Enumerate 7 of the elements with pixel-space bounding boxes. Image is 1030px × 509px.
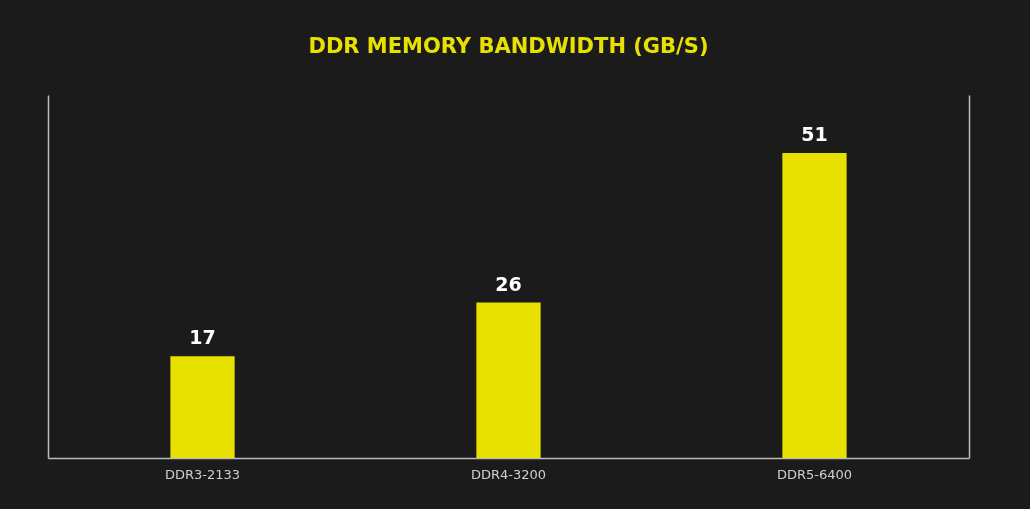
x-tick-label: DDR5-6400	[776, 466, 853, 482]
x-tick-label: DDR3-2133	[164, 466, 241, 482]
data-label: 51	[801, 123, 828, 146]
x-tick-label: DDR4-3200	[470, 466, 547, 482]
chart-title: DDR MEMORY BANDWIDTH (GB/S)	[308, 34, 709, 58]
data-label: 26	[495, 272, 522, 295]
data-label: 17	[189, 326, 216, 349]
